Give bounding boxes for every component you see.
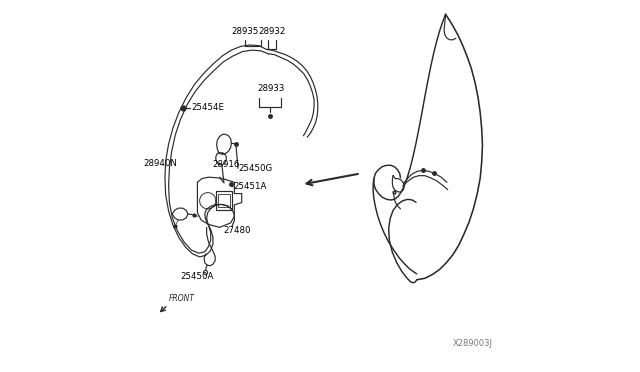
Text: 25450A: 25450A <box>180 272 214 281</box>
Text: 25450G: 25450G <box>238 164 272 173</box>
Text: 28932: 28932 <box>259 28 285 36</box>
Text: 25451A: 25451A <box>233 182 267 191</box>
Bar <box>218 194 230 208</box>
Text: 28935: 28935 <box>231 28 259 36</box>
Text: FRONT: FRONT <box>168 294 195 304</box>
Text: X289003J: X289003J <box>453 339 493 348</box>
Text: 28940N: 28940N <box>143 158 177 168</box>
Text: 28916: 28916 <box>212 160 239 169</box>
Text: 27480: 27480 <box>223 226 251 235</box>
Bar <box>216 191 232 211</box>
Text: 25454E: 25454E <box>191 103 225 112</box>
Text: 28933: 28933 <box>257 84 285 93</box>
